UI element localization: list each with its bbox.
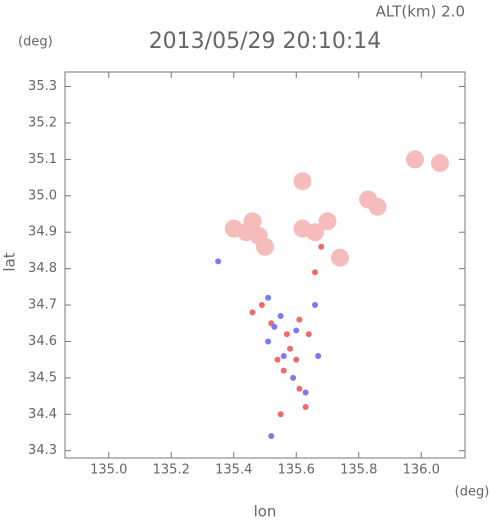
data-point [312,302,318,309]
y-tick-label: 34.4 [28,407,57,422]
x-tick-label: 135.8 [340,463,377,478]
x-unit: (deg) [455,485,490,500]
y-tick-label: 34.5 [28,370,57,385]
data-point [287,345,293,352]
data-point [277,411,284,418]
data-point [277,312,284,319]
data-point [274,356,281,363]
data-point [271,323,278,330]
y-tick-label: 35.2 [28,115,57,130]
data-point [293,172,312,191]
data-point [406,150,424,169]
x-tick-label: 136.0 [403,463,440,478]
data-point [312,269,318,276]
data-point [293,327,300,334]
data-point [243,212,262,231]
data-point [318,212,337,231]
data-point [283,331,290,338]
data-point [431,154,449,173]
y-tick-label: 35.1 [28,152,57,167]
data-point [265,294,272,301]
data-point [290,374,297,381]
y-unit: (deg) [18,35,53,50]
data-point [306,223,324,242]
data-point [265,338,272,345]
data-point [280,367,287,374]
x-tick-label: 135.4 [215,463,252,478]
y-tick-label: 34.3 [28,443,57,458]
data-point [215,258,222,265]
data-point [280,353,287,360]
data-point [256,237,274,256]
y-tick-label: 34.7 [28,298,57,313]
y-tick-label: 34.8 [28,261,57,276]
x-axis-label: lon [254,503,277,521]
chart-title: 2013/05/29 20:10:14 [149,29,382,54]
data-point [293,356,300,363]
data-point [368,197,387,216]
data-point [331,248,349,267]
y-tick-label: 35.3 [28,79,57,94]
x-tick-label: 135.6 [278,463,315,478]
y-tick-label: 35.0 [28,188,57,203]
data-point [315,353,322,360]
data-point [296,316,303,323]
y-axis-label: lat [1,252,19,271]
data-point [268,433,275,440]
data-point [249,309,256,316]
y-tick-label: 34.6 [28,334,57,349]
altitude-label: ALT(km) 2.0 [376,3,465,21]
data-point [302,404,309,411]
data-point [296,385,303,392]
data-point [305,331,312,338]
data-point [318,243,325,250]
x-tick-label: 135.0 [90,463,127,478]
y-tick-label: 34.9 [28,225,57,240]
plot-frame [64,71,466,459]
data-point [302,389,309,396]
data-point [258,302,265,309]
x-tick-label: 135.2 [153,463,190,478]
